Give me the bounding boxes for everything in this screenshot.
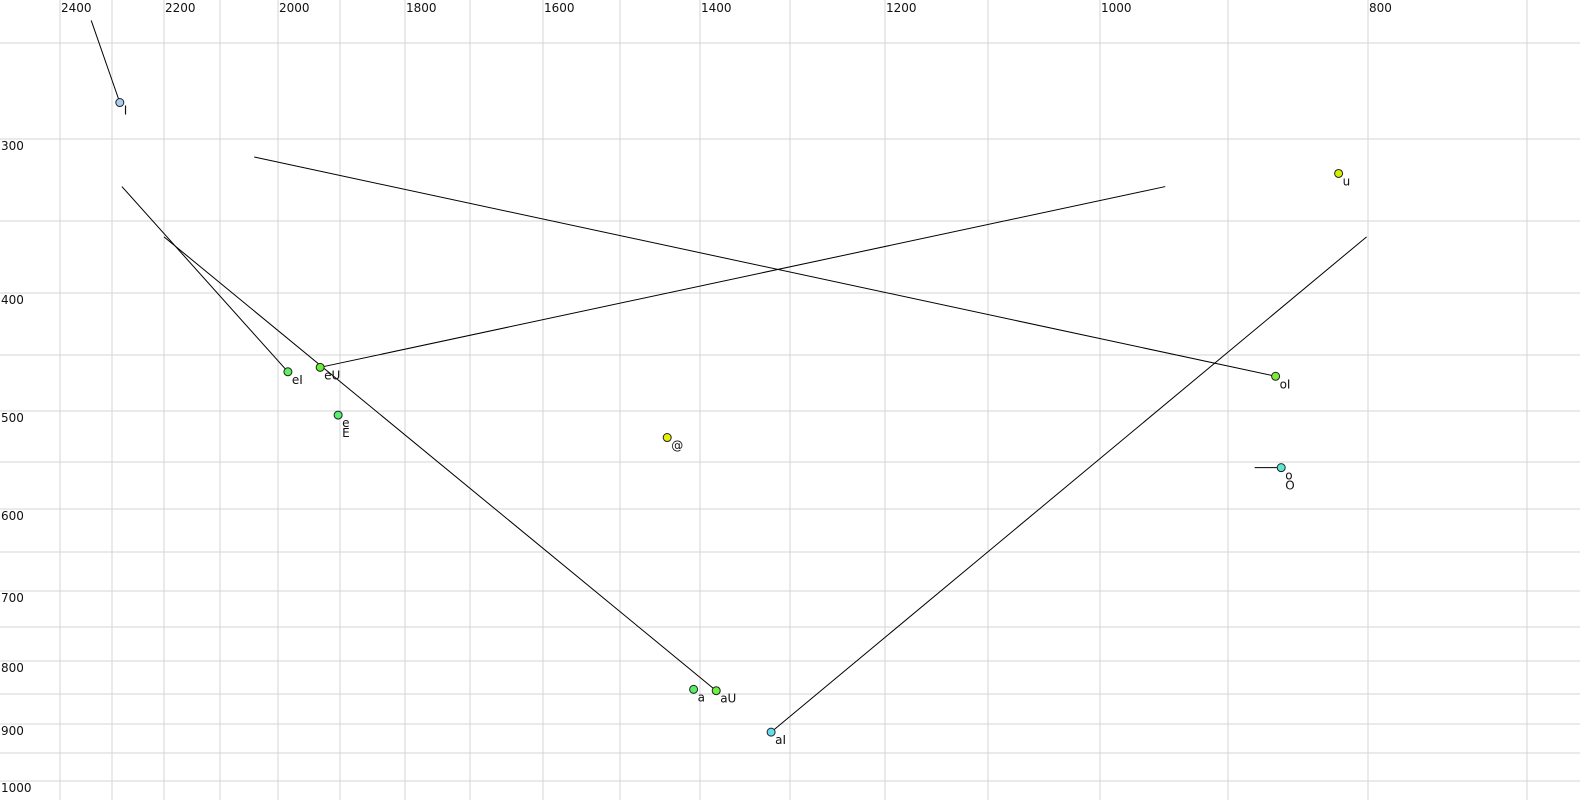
formant-track	[121, 186, 289, 373]
y-tick-label: 700	[1, 591, 24, 605]
y-tick-label: 400	[1, 293, 24, 307]
vowel-label: eU	[324, 368, 340, 382]
formant-track	[320, 186, 1166, 368]
points: Iu eI eU eE @ oI oOa aU aI	[115, 98, 1351, 747]
x-tick-label: 1000	[1101, 1, 1132, 15]
vowel-label: u	[1343, 174, 1351, 188]
vowel-label: e	[342, 416, 349, 430]
x-tick-label: 1600	[544, 1, 575, 15]
vowel-label: a	[698, 690, 705, 704]
vowel-point	[689, 684, 699, 694]
vowel-label: eI	[292, 373, 303, 387]
vowel-point	[333, 410, 343, 420]
formant-track	[163, 236, 717, 692]
x-tick-label: 1400	[701, 1, 732, 15]
vowel-label: I	[124, 104, 128, 118]
y-tick-label: 800	[1, 661, 24, 675]
y-tick-label: 900	[1, 724, 24, 738]
vowel-label: aU	[720, 692, 736, 706]
vowel-point	[283, 367, 293, 377]
vowel-point	[1271, 371, 1281, 381]
y-tick-label: 600	[1, 509, 24, 523]
vowel-label: aI	[775, 733, 786, 747]
x-tick-label: 2200	[165, 1, 196, 15]
vowel-label: O	[1285, 479, 1294, 493]
y-tick-label: 300	[1, 139, 24, 153]
vowel-point	[1334, 168, 1344, 178]
x-tick-label: 800	[1369, 1, 1392, 15]
tracks	[90, 20, 1367, 733]
x-tick-label: 1200	[886, 1, 917, 15]
vowel-label: oI	[1280, 377, 1291, 391]
vowel-point	[766, 727, 776, 737]
vowel-point	[711, 686, 721, 696]
formant-track	[254, 156, 1276, 377]
vowel-point	[115, 98, 125, 108]
y-tick-label: 500	[1, 411, 24, 425]
vowel-label: E	[342, 426, 350, 440]
vowel-point	[315, 362, 325, 372]
vowel-label: o	[1285, 469, 1292, 483]
x-tick-label: 2400	[61, 1, 92, 15]
vowel-label: @	[671, 439, 683, 453]
formant-track	[90, 20, 121, 103]
y-tick-label: 1000	[1, 781, 32, 795]
vowel-point	[1276, 463, 1286, 473]
x-tick-label: 1800	[406, 1, 437, 15]
x-tick-label: 2000	[279, 1, 310, 15]
tick-labels: 2400 2200 2000 1800 1600 1400 1200 1000 800 300 40…	[1, 1, 1392, 795]
vowel-point	[662, 433, 672, 443]
formant-track	[770, 236, 1367, 733]
